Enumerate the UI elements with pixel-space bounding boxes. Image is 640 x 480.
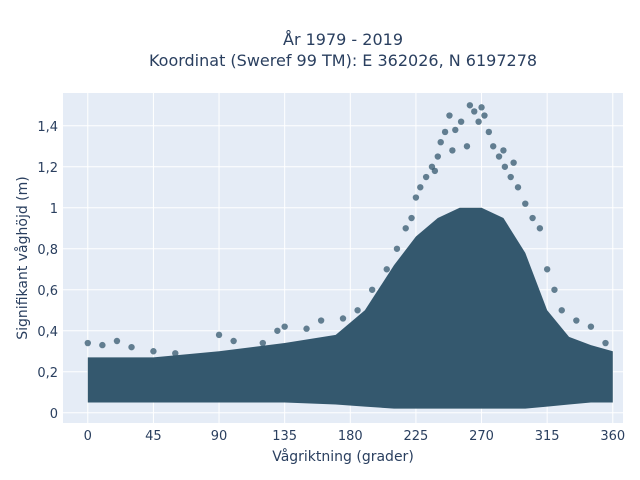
y-tick-label: 0,8 [37, 243, 58, 258]
y-axis-ticks: 0 0,2 0,4 0,6 0,8 1 1,2 1,4 [37, 120, 58, 422]
data-point [215, 331, 223, 339]
data-point [573, 317, 580, 324]
data-point [514, 184, 522, 191]
data-point [84, 339, 91, 347]
x-tick-label: 270 [469, 429, 494, 444]
data-point [536, 225, 544, 232]
data-point [529, 214, 536, 222]
data-point [354, 307, 361, 314]
data-point [281, 323, 288, 330]
data-point [446, 112, 453, 119]
data-point [475, 118, 482, 125]
data-point [551, 286, 558, 293]
point-cloud [87, 207, 613, 409]
x-tick-label: 315 [535, 429, 560, 444]
data-point [417, 184, 424, 191]
chart-title-line-1: År 1979 - 2019 [283, 30, 403, 49]
data-point [99, 341, 106, 349]
data-point [408, 214, 415, 222]
y-tick-label: 0,2 [37, 366, 58, 381]
data-point [543, 266, 551, 273]
data-point [466, 102, 474, 109]
data-point [412, 194, 420, 201]
y-tick-label: 1,4 [37, 120, 58, 135]
x-tick-label: 360 [600, 429, 625, 444]
data-point [339, 315, 347, 322]
data-point [490, 143, 497, 150]
y-tick-label: 0 [50, 407, 58, 422]
y-axis-title: Signifikant våghöjd (m) [14, 176, 31, 339]
y-tick-label: 1,2 [37, 161, 58, 176]
data-point [259, 339, 266, 347]
data-point [402, 225, 409, 232]
data-point [602, 339, 609, 347]
data-point [393, 245, 401, 252]
data-point [437, 138, 444, 146]
data-point [230, 337, 237, 345]
x-tick-label: 45 [145, 429, 162, 444]
data-point [481, 112, 488, 119]
y-tick-label: 1 [50, 202, 58, 217]
x-tick-label: 225 [404, 429, 429, 444]
data-point [452, 126, 459, 134]
data-point [431, 167, 439, 175]
x-tick-label: 0 [84, 429, 92, 444]
data-point [510, 159, 517, 166]
chart-title-line-2: Koordinat (Sweref 99 TM): E 362026, N 61… [149, 51, 537, 70]
x-tick-label: 90 [211, 429, 228, 444]
data-point [317, 317, 325, 324]
data-point [383, 266, 390, 273]
y-tick-label: 0,4 [37, 325, 58, 340]
data-point [128, 343, 135, 351]
data-points [84, 102, 609, 357]
x-axis-title: Vågriktning (grader) [272, 448, 414, 465]
data-point [113, 337, 121, 345]
data-point [495, 153, 503, 160]
y-tick-label: 0,6 [37, 284, 58, 299]
data-point [522, 200, 529, 207]
x-tick-label: 135 [272, 429, 297, 444]
data-point [368, 286, 376, 293]
data-point [457, 118, 465, 125]
data-point [274, 327, 281, 334]
data-point [501, 163, 509, 170]
x-tick-label: 180 [338, 429, 363, 444]
x-axis-ticks: 0 45 90 135 180 225 270 315 360 [84, 429, 626, 444]
data-density-mass [87, 207, 613, 409]
data-point [485, 128, 493, 136]
data-point [172, 350, 179, 357]
data-point [471, 108, 478, 115]
data-point [478, 104, 485, 111]
data-point [500, 147, 507, 154]
data-point [449, 147, 456, 154]
data-point [150, 348, 157, 355]
data-point [507, 173, 514, 181]
data-point [558, 307, 565, 314]
data-point [303, 325, 310, 332]
data-point [587, 323, 595, 330]
data-point [434, 153, 441, 160]
data-point [422, 173, 430, 181]
data-point [441, 128, 449, 136]
data-point [463, 143, 471, 150]
